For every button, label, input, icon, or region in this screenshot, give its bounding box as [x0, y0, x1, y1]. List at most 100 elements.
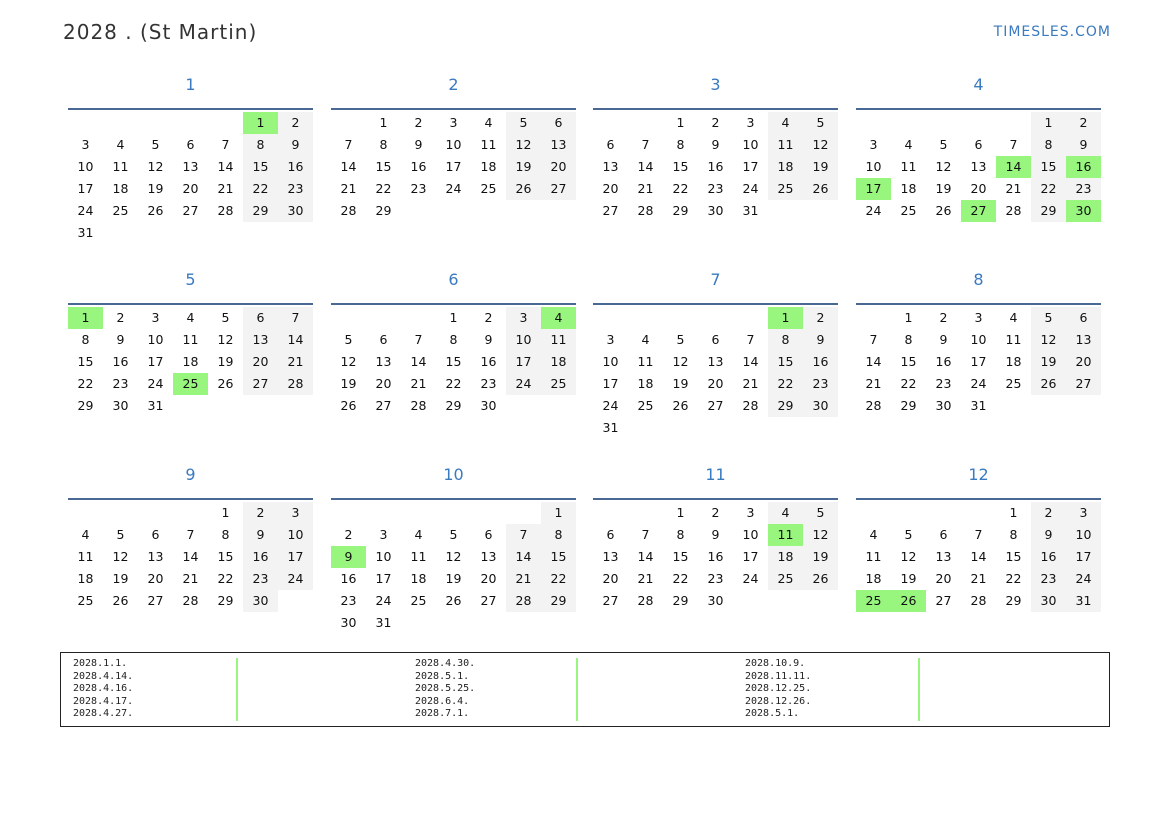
day-grid: 1 2 3 4 5 6 7 8 9 10 11 12 13 14 15 16 17 18 19 20 21 22 23 24 2… [593, 307, 838, 439]
day-cell: 20 [375, 376, 392, 391]
day-cell: 9 [116, 332, 125, 347]
day-cell: 21 [970, 571, 987, 586]
day-cell: 6 [243, 307, 278, 329]
day-cell: 28 [637, 593, 654, 608]
day-cell: 19 [112, 571, 129, 586]
day-cell: 1 [449, 310, 458, 325]
day-cell: 20 [1066, 351, 1101, 373]
day-grid: 1 2 3 4 5 6 7 8 9 10 11 12 13 14 15 16 17 18 19 20 21 22 23 24 2… [68, 307, 313, 417]
day-cell: 8 [541, 524, 576, 546]
day-cell: 24 [506, 373, 541, 395]
day-cell: 22 [1005, 571, 1022, 586]
day-cell: 8 [1031, 134, 1066, 156]
day-cell: 12 [1031, 329, 1066, 351]
day-cell: 2 [1066, 112, 1101, 134]
day-cell: 22 [77, 376, 94, 391]
day-cell: 18 [1005, 354, 1022, 369]
day-cell: 12 [803, 524, 838, 546]
day-cell: 31 [742, 203, 759, 218]
day-cell: 16 [803, 351, 838, 373]
holiday-date: 2028.4.14. [73, 670, 134, 682]
empty-cell [698, 307, 733, 329]
day-cell: 10 [742, 137, 759, 152]
day-cell: 4 [768, 112, 803, 134]
day-cell: 9 [939, 332, 948, 347]
day-cell: 23 [1066, 178, 1101, 200]
month-6: 6 1 2 3 4 5 6 7 8 9 10 11 12 13 14 15 16 17 18 19 20 21 22 23 24… [331, 269, 576, 417]
day-cell: 19 [935, 181, 952, 196]
day-cell: 30 [803, 395, 838, 417]
day-cell: 1 [1009, 505, 1018, 520]
day-cell: 11 [900, 159, 917, 174]
day-cell: 27 [480, 593, 497, 608]
holiday-date: 2028.7.1. [415, 708, 470, 720]
day-cell: 4 [186, 310, 195, 325]
day-cell: 31 [602, 420, 619, 435]
day-cell: 11 [865, 549, 882, 564]
day-cell: 5 [344, 332, 353, 347]
divider [593, 108, 838, 110]
holiday-list: 2028.1.1. 2028.4.14. 2028.4.16. 2028.4.17. 2… [60, 652, 1110, 727]
day-cell: 14 [865, 354, 882, 369]
day-cell: 25 [637, 398, 654, 413]
day-cell: 1 [676, 115, 685, 130]
day-cell: 14 [340, 159, 357, 174]
empty-cell [856, 502, 891, 524]
day-cell: 13 [1066, 329, 1101, 351]
day-cell: 13 [541, 134, 576, 156]
day-cell: 14 [637, 549, 654, 564]
day-cell: 22 [672, 181, 689, 196]
day-cell: 26 [935, 203, 952, 218]
day-cell: 7 [221, 137, 230, 152]
day-cell: 24 [1066, 568, 1101, 590]
day-cell: 23 [803, 373, 838, 395]
day-cell: 5 [803, 112, 838, 134]
day-cell: 14 [506, 546, 541, 568]
empty-cell [926, 112, 961, 134]
day-cell: 8 [768, 329, 803, 351]
empty-cell [856, 112, 891, 134]
brand-link[interactable]: TIMESLES.COM [993, 24, 1111, 40]
empty-cell [331, 307, 366, 329]
divider [593, 498, 838, 500]
day-cell: 14 [217, 159, 234, 174]
day-cell: 3 [606, 332, 615, 347]
day-cell: 23 [1031, 568, 1066, 590]
day-cell: 11 [182, 332, 199, 347]
day-cell: 10 [445, 137, 462, 152]
day-cell: 15 [900, 354, 917, 369]
day-cell: 27 [602, 203, 619, 218]
day-cell: 11 [637, 354, 654, 369]
empty-cell [401, 502, 436, 524]
day-cell: 15 [243, 156, 278, 178]
day-cell: 12 [340, 354, 357, 369]
day-cell: 16 [278, 156, 313, 178]
day-cell: 2 [939, 310, 948, 325]
day-cell: 25 [768, 178, 803, 200]
day-cell: 2 [278, 112, 313, 134]
month-4: 4 1 2 3 4 5 6 7 8 9 10 11 12 13 14 15 16 17 18 19 20 21 22 23 24… [856, 74, 1101, 222]
divider [331, 303, 576, 305]
day-cell: 29 [672, 203, 689, 218]
empty-cell [593, 307, 628, 329]
day-cell: 16 [935, 354, 952, 369]
day-cell: 29 [672, 593, 689, 608]
holiday-column: 2028.10.9. 2028.11.11. 2028.12.25. 2028.12.… [745, 658, 811, 721]
day-cell: 27 [1066, 373, 1101, 395]
holiday-color-marker [918, 658, 920, 721]
day-cell: 30 [1031, 590, 1066, 612]
empty-cell [856, 307, 891, 329]
day-cell: 24 [375, 593, 392, 608]
day-cell: 29 [541, 590, 576, 612]
day-cell: 5 [116, 527, 125, 542]
day-cell: 12 [445, 549, 462, 564]
holiday-column: 2028.4.30. 2028.5.1. 2028.5.25. 2028.6.4. 20… [415, 658, 475, 721]
holiday-date: 2028.4.17. [73, 695, 134, 707]
day-cell: 26 [445, 593, 462, 608]
day-cell: 16 [243, 546, 278, 568]
day-cell: 4 [116, 137, 125, 152]
day-cell: 20 [147, 571, 164, 586]
day-cell: 9 [1031, 524, 1066, 546]
day-cell: 10 [77, 159, 94, 174]
day-cell: 3 [746, 505, 755, 520]
